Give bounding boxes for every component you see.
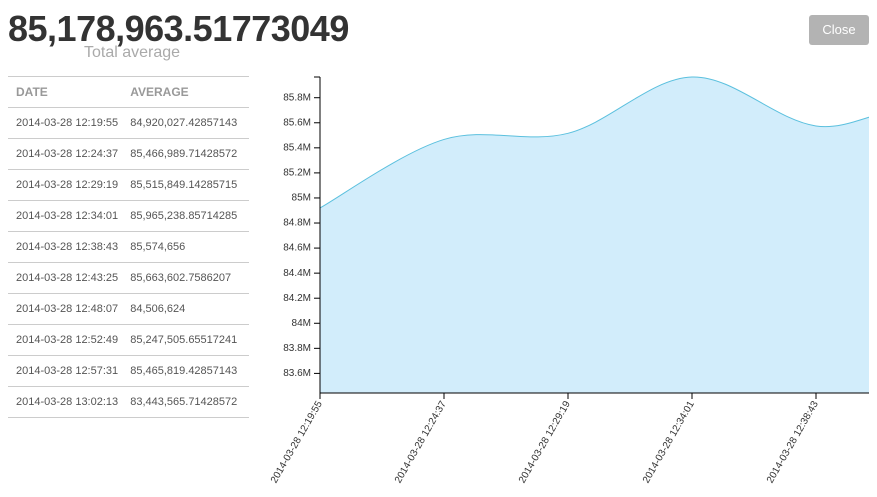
y-tick-label: 85.6M [283, 117, 311, 128]
x-tick-label: 2014-03-28 12:29:19 [517, 399, 573, 485]
table-cell: 2014-03-28 12:43:25 [8, 262, 131, 294]
x-tick-label: 2014-03-28 12:38:43 [765, 399, 821, 485]
table-cell: 2014-03-28 12:38:43 [8, 231, 131, 263]
y-tick-label: 84.2M [283, 293, 311, 304]
line [320, 76, 869, 209]
column-header: AVERAGE [130, 76, 249, 108]
table: DATE AVERAGE 2014-03-28 12:19:55 84,920,027… [8, 76, 249, 418]
table-row: 2014-03-28 12:24:37 85,466,989.71428572 [8, 138, 249, 170]
table-row: 2014-03-28 12:43:25 85,663,602.7586207 [8, 262, 249, 294]
table-row: 2014-03-28 12:19:55 84,920,027.42857143 [8, 107, 249, 139]
table-row: 2014-03-28 13:02:13 83,443,565.71428572 [8, 386, 249, 418]
table-row: 2014-03-28 12:34:01 85,965,238.85714285 [8, 200, 249, 232]
table-cell: 85,247,505.65517241 [130, 324, 249, 356]
plot-area [320, 76, 869, 393]
table-cell: 84,506,624 [130, 293, 249, 325]
y-tick-label: 85M [292, 193, 311, 204]
area [320, 76, 869, 393]
y-tick-label: 83.8M [283, 343, 311, 354]
x-tick-label: 2014-03-28 12:34:01 [641, 399, 697, 485]
y-tick-label: 84.6M [283, 243, 311, 254]
table-cell: 2014-03-28 13:02:13 [8, 386, 131, 418]
x-tick-label: 2014-03-28 12:24:37 [393, 399, 449, 485]
table-cell: 2014-03-28 12:34:01 [8, 200, 131, 232]
table-cell: 85,574,656 [130, 231, 249, 263]
y-tick-label: 84M [292, 318, 311, 329]
y-tick-label: 85.4M [283, 142, 311, 153]
table-cell: 85,465,819.42857143 [130, 355, 249, 387]
table-row: 2014-03-28 12:48:07 84,506,624 [8, 293, 249, 325]
table-cell: 84,920,027.42857143 [130, 107, 249, 139]
table-cell: 2014-03-28 12:29:19 [8, 169, 131, 201]
y-tick-label: 85.2M [283, 168, 311, 179]
table-cell: 2014-03-28 12:24:37 [8, 138, 131, 170]
x-tick-label: 2014-03-28 12:19:55 [269, 399, 325, 485]
table-row: 2014-03-28 12:57:31 85,465,819.42857143 [8, 355, 249, 387]
table-cell: 2014-03-28 12:48:07 [8, 293, 131, 325]
subtitle: Total average [84, 44, 181, 61]
table-row: 2014-03-28 12:38:43 85,574,656 [8, 231, 249, 263]
table-cell: 2014-03-28 12:52:49 [8, 324, 131, 356]
close-button[interactable]: Close [809, 15, 869, 45]
table-cell: 85,663,602.7586207 [130, 262, 249, 294]
table-cell: 2014-03-28 12:19:55 [8, 107, 131, 139]
header-row: DATE AVERAGE [8, 76, 249, 108]
table-row: 2014-03-28 12:29:19 85,515,849.14285715 [8, 169, 249, 201]
table-cell: 85,965,238.85714285 [130, 200, 249, 232]
y-tick-label: 84.8M [283, 218, 311, 229]
table-cell: 85,515,849.14285715 [130, 169, 249, 201]
y-tick-label: 84.4M [283, 268, 311, 279]
table-cell: 85,466,989.71428572 [130, 138, 249, 170]
table-cell: 83,443,565.71428572 [130, 386, 249, 418]
total-value: 85,178,963.51773049 [8, 8, 349, 49]
table-row: 2014-03-28 12:52:49 85,247,505.65517241 [8, 324, 249, 356]
column-header: DATE [8, 76, 131, 108]
y-tick-label: 83.6M [283, 368, 311, 379]
y-tick-label: 85.8M [283, 92, 311, 103]
table-cell: 2014-03-28 12:57:31 [8, 355, 131, 387]
